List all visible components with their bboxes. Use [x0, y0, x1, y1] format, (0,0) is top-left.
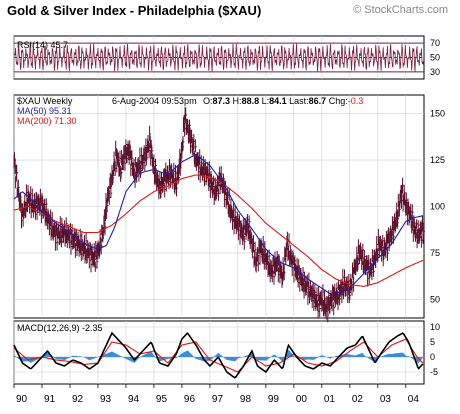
chg-value: -0.3 [348, 96, 364, 106]
ma50-line [13, 153, 424, 295]
ohlc-readout: O:87.3 H:88.8 L:84.1 Last:86.7 Chg:-0.3 [203, 96, 363, 106]
macd-label: MACD(12,26,9) -2.35 [17, 323, 103, 333]
x-tick-label: 90 [16, 394, 28, 405]
x-tick-label: 94 [128, 394, 140, 405]
ohlc-part: Chg: [326, 96, 348, 106]
x-tick-label: 97 [212, 394, 224, 405]
x-tick-label: 03 [380, 394, 392, 405]
price-y-tick-label: 125 [430, 155, 445, 165]
source-credit[interactable]: © StockCharts.com [353, 4, 448, 16]
ohlc-part: 87.3 [213, 96, 231, 106]
ma200-legend: MA(200) 71.30 [17, 116, 77, 126]
ohlc-part: 86.7 [309, 96, 327, 106]
rsi-label: RSI(14) 45.7 [17, 40, 68, 50]
ma200-line [13, 174, 424, 287]
rsi-line [13, 43, 424, 72]
x-tick-label: 00 [296, 394, 308, 405]
ohlc-part: 84.1 [269, 96, 287, 106]
rsi-y-tick-label: 50 [430, 53, 440, 63]
x-tick-label: 91 [44, 394, 56, 405]
macd-y-tick-label: -5 [430, 367, 438, 377]
x-tick-label: 02 [352, 394, 364, 405]
rsi-y-tick-label: 70 [430, 38, 440, 48]
x-tick-label: 96 [184, 394, 196, 405]
price-y-tick-label: 75 [430, 248, 440, 258]
ohlc-part: H: [230, 96, 242, 106]
chart-title: Gold & Silver Index - Philadelphia ($XAU… [7, 3, 262, 18]
macd-y-tick-label: 0 [430, 352, 435, 362]
x-tick-label: 04 [408, 394, 420, 405]
x-tick-label: 98 [240, 394, 252, 405]
ohlc-part: 88.8 [242, 96, 260, 106]
price-y-tick-label: 50 [430, 294, 440, 304]
x-tick-label: 95 [156, 394, 168, 405]
x-tick-label: 93 [100, 394, 112, 405]
price-y-tick-label: 150 [430, 109, 445, 119]
x-tick-label: 92 [72, 394, 84, 405]
macd-y-tick-label: 10 [430, 322, 440, 332]
ma50-legend: MA(50) 95.31 [17, 106, 72, 116]
ohlc-part: Last: [287, 96, 309, 106]
ohlc-part: O: [203, 96, 213, 106]
x-tick-label: 99 [268, 394, 280, 405]
macd-line [13, 331, 424, 379]
macd-y-tick-label: 5 [430, 337, 435, 347]
ohlc-part: L: [259, 96, 269, 106]
price-symbol-label: $XAU Weekly [17, 96, 73, 106]
rsi-y-tick-label: 30 [430, 67, 440, 77]
macd-panel-frame [13, 320, 425, 385]
price-date: 6-Aug-2004 09:53pm [112, 96, 197, 106]
x-tick-label: 01 [324, 394, 336, 405]
price-y-tick-label: 100 [430, 202, 445, 212]
